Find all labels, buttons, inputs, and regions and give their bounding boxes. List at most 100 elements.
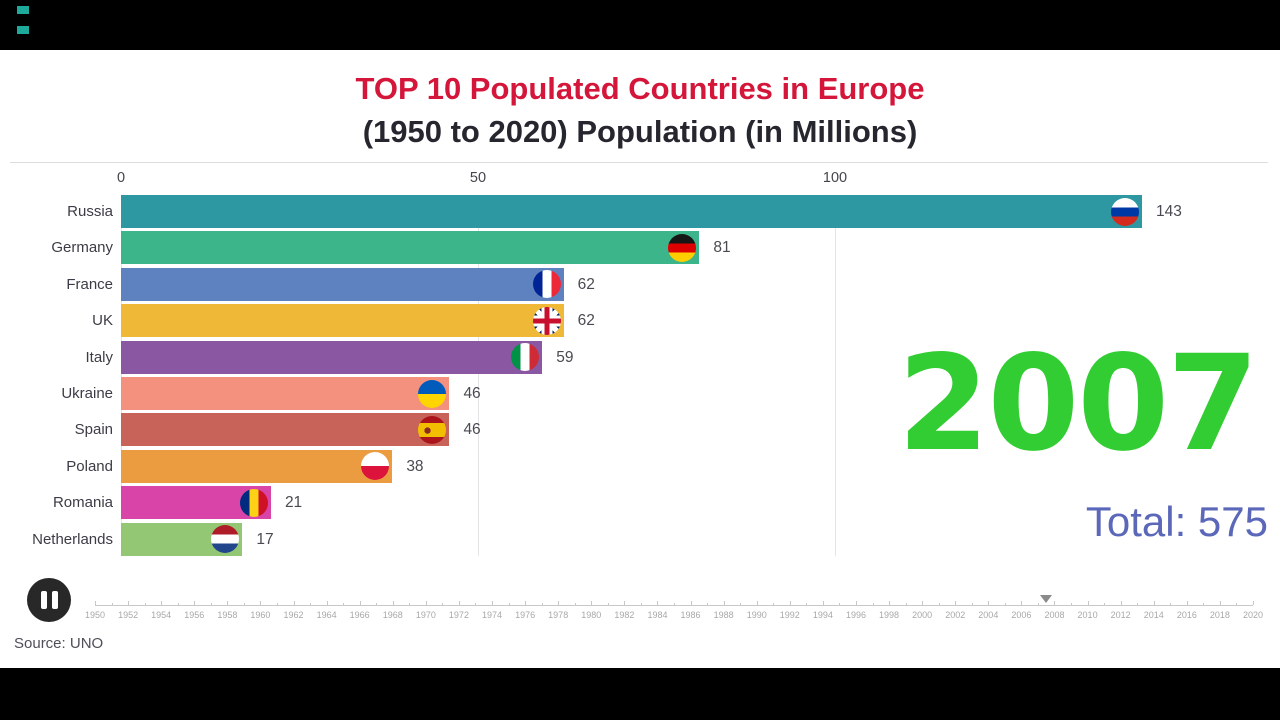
timeline-year-label: 1966: [349, 610, 370, 620]
bar-label-netherlands: Netherlands: [32, 530, 113, 548]
italy-flag-icon: [511, 343, 540, 372]
bar-label-ukraine: Ukraine: [61, 385, 113, 402]
timeline-year-label: 2006: [1011, 610, 1032, 620]
bar-germany: [121, 231, 700, 265]
timeline-tick: [640, 603, 642, 605]
timeline-tick: [889, 601, 891, 605]
corner-mark-icon: [17, 6, 29, 14]
timeline-year-label: 1978: [548, 610, 569, 620]
timeline-year-label: 2018: [1209, 610, 1230, 620]
timeline-year-label: 1986: [680, 610, 701, 620]
timeline-tick: [1219, 601, 1221, 605]
timeline-tick: [475, 603, 477, 605]
timeline-year-label: 1962: [283, 610, 304, 620]
timeline-tick: [1153, 601, 1155, 605]
ukraine-flag-icon: [418, 379, 447, 408]
timeline-tick: [442, 603, 444, 605]
timeline-year-label: 2020: [1242, 610, 1264, 620]
timeline-tick: [1120, 601, 1122, 605]
bar-value-spain: 46: [463, 421, 481, 439]
timeline-year-label: 1980: [581, 610, 602, 620]
timeline-tick: [525, 601, 527, 605]
timeline-year-label: 1968: [382, 610, 403, 620]
bar-label-italy: Italy: [85, 348, 113, 366]
timeline-tick: [276, 603, 278, 605]
chart-title: TOP 10 Populated Countries in Europe: [355, 71, 925, 106]
france-flag-icon: [532, 270, 561, 299]
timeline-year-label: 1988: [713, 610, 734, 620]
timeline-year-label: 1974: [482, 610, 503, 620]
timeline-tick: [409, 603, 411, 605]
timeline-year-label: 1976: [515, 610, 536, 620]
bar-italy: [121, 340, 543, 374]
timeline-tick: [1137, 603, 1139, 605]
letterbox-bottom: [0, 668, 1280, 720]
timeline-tick: [1021, 601, 1023, 605]
timeline-tick: [806, 603, 808, 605]
timeline-tick: [607, 603, 609, 605]
bar-ukraine: [121, 377, 450, 410]
gridline: [478, 195, 479, 556]
pause-icon: [40, 591, 47, 609]
timeline-year-label: 2000: [912, 610, 933, 620]
timeline-tick: [1104, 603, 1106, 605]
bar-uk: [121, 304, 564, 338]
timeline-year-label: 1950: [84, 610, 106, 620]
timeline-tick: [425, 601, 427, 605]
pause-button[interactable]: [27, 578, 71, 622]
timeline-tick: [1087, 601, 1089, 605]
x-axis-tick-label: 50: [469, 170, 487, 186]
russia-flag-icon: [1111, 197, 1140, 226]
timeline-year-label: 1960: [250, 610, 271, 620]
timeline-year-label: 1998: [879, 610, 900, 620]
timeline-year-label: 2012: [1110, 610, 1131, 620]
bar-label-uk: UK: [92, 312, 113, 330]
timeline-playhead[interactable]: [1040, 595, 1053, 603]
timeline-tick: [310, 603, 312, 605]
timeline-tick: [723, 601, 725, 605]
timeline-tick: [690, 601, 692, 605]
timeline-tick: [293, 601, 295, 605]
timeline-tick: [591, 601, 593, 605]
timeline-tick: [343, 603, 345, 605]
x-axis-tick-label: 0: [116, 170, 126, 186]
timeline-tick: [1170, 603, 1172, 605]
timeline-year-label: 2004: [978, 610, 999, 620]
timeline-tick: [574, 603, 576, 605]
timeline-year-label: 1996: [845, 610, 866, 620]
timeline-tick: [707, 603, 709, 605]
timeline-tick: [95, 601, 96, 605]
bar-value-france: 62: [577, 275, 595, 293]
bar-romania: [121, 486, 271, 520]
timeline-year-label: 1992: [779, 610, 800, 620]
timeline-tick: [1054, 601, 1056, 605]
timeline-tick: [872, 603, 874, 605]
bar-label-romania: Romania: [52, 494, 113, 512]
bar-value-russia: 143: [1156, 203, 1182, 220]
spain-flag-icon: [418, 415, 447, 444]
letterbox-top: [0, 0, 1280, 50]
timeline-tick: [111, 603, 113, 605]
timeline-tick: [922, 601, 924, 605]
timeline-year-label: 1982: [614, 610, 635, 620]
timeline-tick: [1253, 601, 1254, 605]
total-display: Total: 575: [1085, 498, 1268, 545]
timeline-tick: [359, 601, 361, 605]
timeline-tick: [227, 601, 229, 605]
timeline-tick: [144, 603, 146, 605]
timeline-tick: [376, 603, 378, 605]
timeline-tick: [740, 603, 742, 605]
timeline-tick: [955, 601, 957, 605]
bar-label-germany: Germany: [51, 239, 113, 257]
timeline-tick: [326, 601, 328, 605]
timeline-year-label: 2014: [1143, 610, 1164, 620]
timeline-tick: [508, 603, 510, 605]
bar-value-uk: 62: [577, 312, 595, 330]
timeline-tick: [458, 601, 460, 605]
corner-mark-icon: [17, 26, 29, 34]
timeline-tick: [971, 603, 973, 605]
x-axis-tick-label: 100: [822, 170, 848, 186]
bar-france: [121, 267, 564, 301]
timeline-tick: [128, 601, 130, 605]
